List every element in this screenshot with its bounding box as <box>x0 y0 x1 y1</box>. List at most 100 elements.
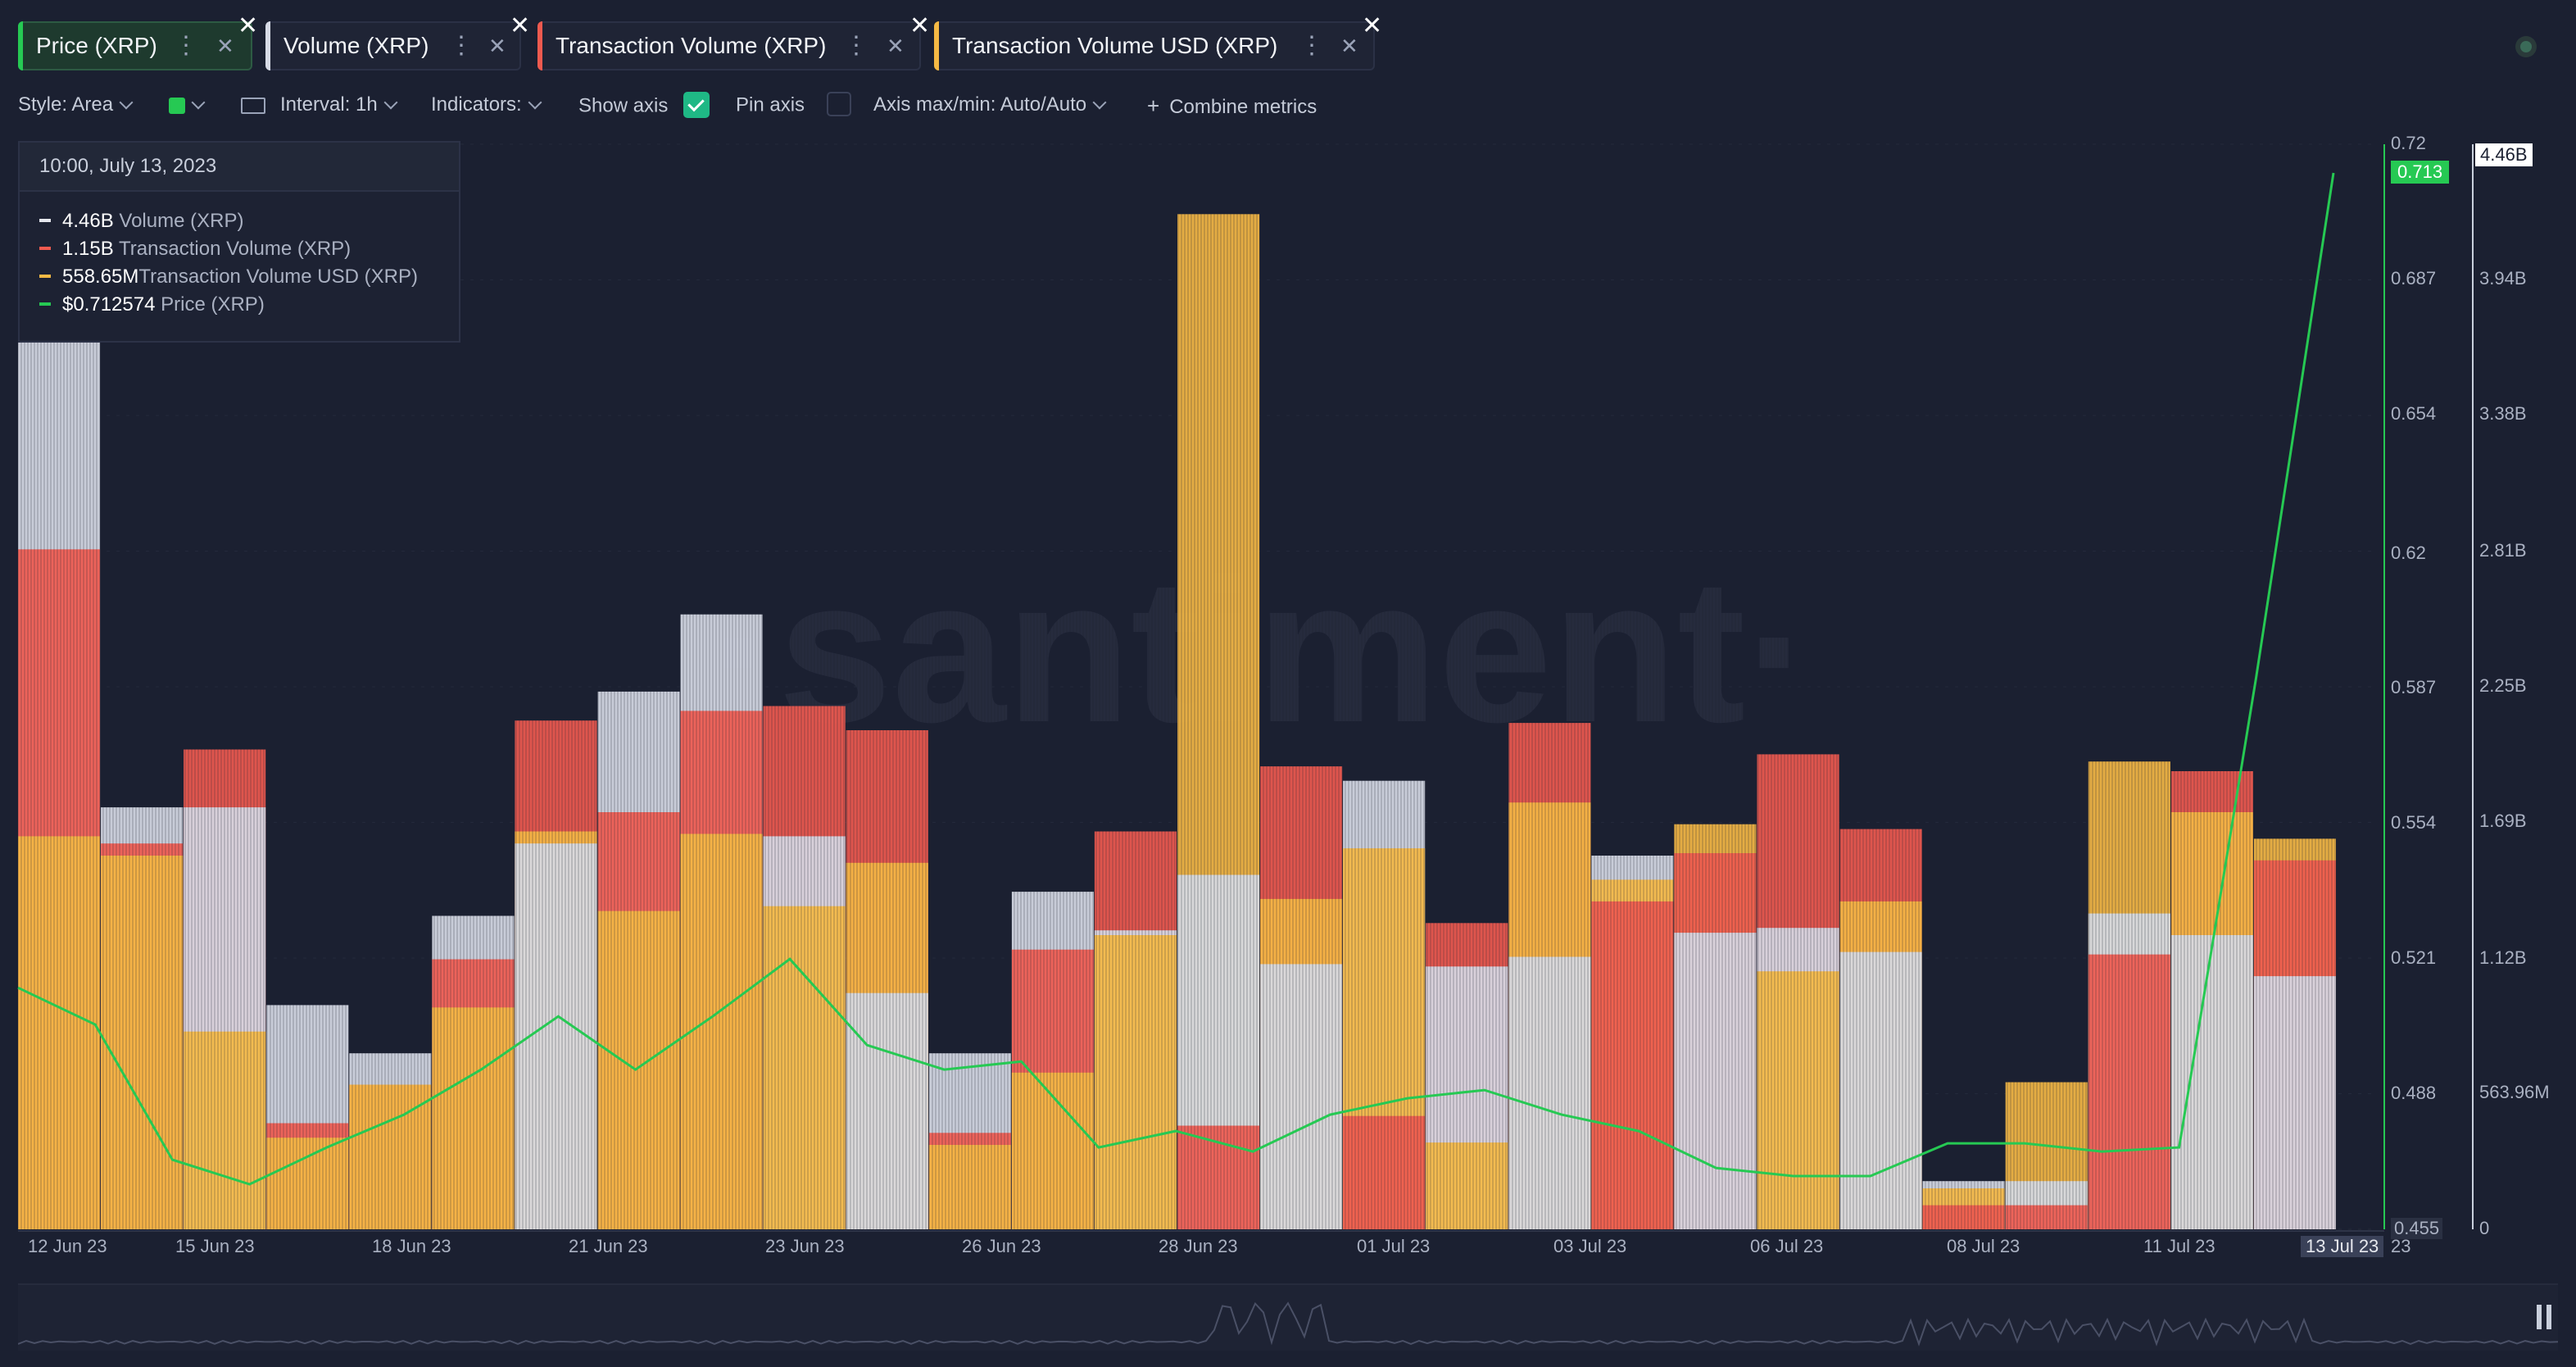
more-icon[interactable]: ⋮ <box>449 32 474 59</box>
tx-volume-usd-bar <box>432 1007 515 1229</box>
price-axis-tick: 0.62 <box>2391 542 2426 563</box>
axis-maxmin-label: Axis max/min: Auto/Auto <box>873 93 1087 116</box>
price-axis-tick: 0.455 <box>2391 1218 2443 1239</box>
axis-maxmin-select[interactable]: Axis max/min: Auto/Auto <box>873 93 1107 116</box>
x-axis-tick: 21 Jun 23 <box>569 1236 648 1256</box>
close-icon[interactable]: ✕ <box>238 12 259 39</box>
remove-icon[interactable]: ✕ <box>216 34 234 58</box>
plus-icon: + <box>1147 93 1160 118</box>
tab-transaction-volume[interactable]: Transaction Volume (XRP) ⋮ ✕ ✕ <box>537 12 930 70</box>
remove-icon[interactable]: ✕ <box>1340 34 1358 58</box>
tx-volume-usd-bar <box>349 1084 432 1229</box>
tx-volume-usd-bar <box>1426 1142 1508 1229</box>
tab-label: Transaction Volume (XRP) <box>556 33 827 58</box>
tx-volume-usd-bar <box>1011 1072 1094 1229</box>
volume-current-badge: 4.46B <box>2474 143 2533 167</box>
indicators-select[interactable]: Indicators: <box>431 93 542 116</box>
tab-label: Volume (XRP) <box>283 33 429 58</box>
price-axis-tick: 0.587 <box>2391 677 2437 698</box>
tx-volume-usd-bar <box>763 906 846 1229</box>
price-axis-tick: 0.554 <box>2391 812 2437 833</box>
tx-volume-bar <box>1343 1115 1426 1229</box>
close-icon[interactable]: ✕ <box>510 12 531 39</box>
x-axis-tick: 13 Jul 23 <box>2301 1236 2384 1257</box>
volume-axis-tick: 1.12B <box>2479 947 2527 969</box>
more-icon[interactable]: ⋮ <box>844 32 868 59</box>
close-icon[interactable]: ✕ <box>909 12 931 39</box>
tx-volume-usd-bar <box>1757 971 1839 1229</box>
ruler-icon <box>241 97 265 114</box>
legend-swatch <box>39 246 51 250</box>
navigator-line <box>17 1301 2559 1347</box>
color-select[interactable] <box>169 93 206 116</box>
volume-bar <box>1674 933 1757 1229</box>
tooltip-row-tx-volume: 1.15B Transaction Volume (XRP) <box>39 238 351 261</box>
more-icon[interactable]: ⋮ <box>174 32 198 59</box>
tooltip-value: 4.46B <box>62 210 114 232</box>
tx-volume-bar <box>2005 1205 2088 1229</box>
legend-swatch <box>39 302 51 306</box>
close-icon[interactable]: ✕ <box>1362 12 1383 39</box>
color-swatch <box>169 97 185 114</box>
x-axis-tick: 26 Jun 23 <box>962 1236 1041 1256</box>
combine-metrics-button[interactable]: + Combine metrics <box>1147 93 1317 119</box>
volume-bar <box>2253 976 2336 1229</box>
pin-axis-checkbox[interactable] <box>826 92 851 116</box>
legend-swatch <box>39 218 51 222</box>
navigator[interactable] <box>17 1283 2559 1351</box>
x-axis-tick: 23 Jun 23 <box>765 1236 845 1256</box>
tx-volume-usd-bar <box>597 911 680 1229</box>
tab-volume[interactable]: Volume (XRP) ⋮ ✕ ✕ <box>265 12 530 70</box>
volume-axis-tick: 2.25B <box>2479 675 2527 696</box>
tab-color-bar <box>934 21 939 70</box>
more-icon[interactable]: ⋮ <box>1299 32 1324 59</box>
tx-volume-usd-bar <box>266 1138 349 1229</box>
tooltip-row-tx-volume-usd: 558.65MTransaction Volume USD (XRP) <box>39 266 418 288</box>
tx-volume-bar <box>2088 954 2170 1229</box>
pin-axis-toggle[interactable]: Pin axis <box>736 92 851 118</box>
tooltip-row-price: $0.712574 Price (XRP) <box>39 293 265 316</box>
style-select[interactable]: Style: Area <box>18 93 134 116</box>
interval-select[interactable]: Interval: 1h <box>241 93 398 116</box>
combine-metrics-label: Combine metrics <box>1169 96 1317 118</box>
tab-color-bar <box>537 21 542 70</box>
bars-layer <box>18 214 2336 1229</box>
volume-axis-tick: 3.38B <box>2479 402 2527 424</box>
price-current-badge: 0.713 <box>2391 161 2450 184</box>
navigator-handle[interactable] <box>2537 1305 2551 1329</box>
remove-icon[interactable]: ✕ <box>488 34 506 58</box>
remove-icon[interactable]: ✕ <box>887 34 905 58</box>
style-label: Style: Area <box>18 93 114 116</box>
tab-color-bar <box>18 21 23 70</box>
tx-volume-usd-bar <box>928 1145 1011 1229</box>
price-current-value: 0.713 <box>2397 161 2443 182</box>
show-axis-checkbox[interactable] <box>683 92 710 118</box>
tooltip-row-volume: 4.46B Volume (XRP) <box>39 210 243 233</box>
tooltip-name: Transaction Volume USD (XRP) <box>138 266 418 288</box>
tx-volume-usd-bar <box>1094 935 1177 1229</box>
tooltip: 10:00, July 13, 2023 4.46B Volume (XRP) … <box>18 141 460 343</box>
tx-volume-usd-bar <box>184 1031 266 1229</box>
x-axis-tick: 03 Jul 23 <box>1553 1236 1627 1256</box>
show-axis-label: Show axis <box>578 94 669 117</box>
x-axis-tick: 06 Jul 23 <box>1750 1236 1824 1256</box>
price-axis-tick: 0.72 <box>2391 133 2426 153</box>
tx-volume-usd-bar <box>18 836 101 1229</box>
volume-axis-tick: 563.96M <box>2479 1082 2550 1103</box>
volume-current-value: 4.46B <box>2480 144 2528 165</box>
x-axis-tick: 28 Jun 23 <box>1159 1236 1238 1256</box>
volume-bar <box>846 992 928 1229</box>
show-axis-toggle[interactable]: Show axis <box>578 92 710 120</box>
navigator-sparkline <box>17 1301 2559 1347</box>
watermark: ·santiment· <box>710 536 1813 765</box>
tooltip-name: Transaction Volume (XRP) <box>118 238 351 260</box>
status-dot-icon <box>2515 36 2537 57</box>
volume-bar <box>1508 956 1591 1229</box>
tab-label: Transaction Volume USD (XRP) <box>952 33 1278 58</box>
tab-transaction-volume-usd[interactable]: Transaction Volume USD (XRP) ⋮ ✕ ✕ <box>934 12 1382 70</box>
x-axis-tick: 12 Jun 23 <box>28 1236 107 1256</box>
tooltip-value: $0.712574 <box>62 293 156 316</box>
tooltip-date: 10:00, July 13, 2023 <box>20 143 459 192</box>
tab-price[interactable]: Price (XRP) ⋮ ✕ ✕ <box>18 12 258 70</box>
price-axis-tick: 0.488 <box>2391 1083 2437 1104</box>
